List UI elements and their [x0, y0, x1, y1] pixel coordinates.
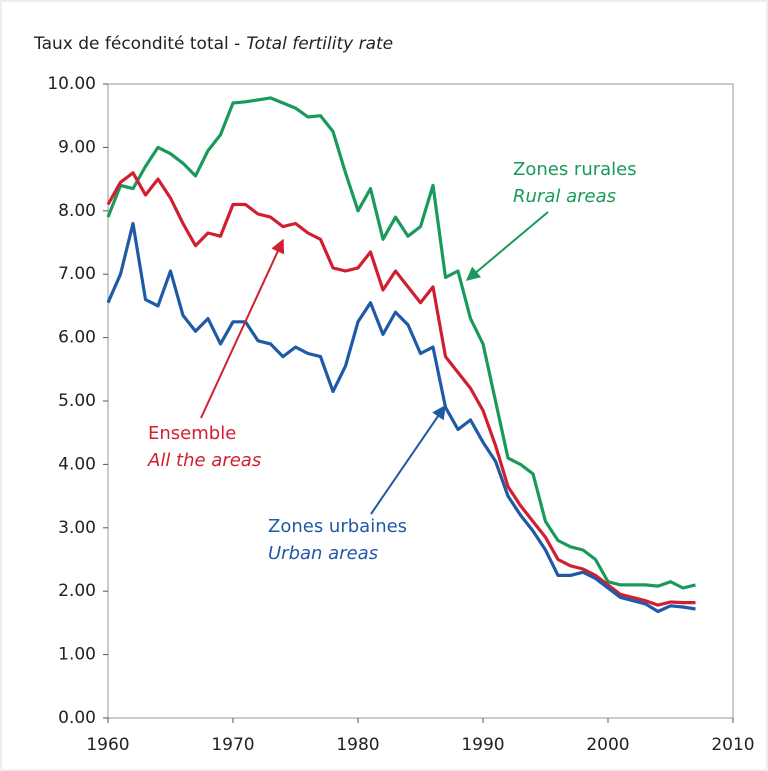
- y-tick-label: 6.00: [58, 328, 96, 348]
- chart-title: Taux de fécondité total - Total fertility…: [33, 34, 393, 54]
- y-tick-label: 3.00: [58, 518, 96, 538]
- legend-arrow: [200, 238, 285, 419]
- plot-area: [107, 83, 734, 719]
- series-line: [106, 221, 696, 614]
- legend-arrow: [370, 404, 446, 515]
- legend-label: Rural areas: [513, 186, 616, 207]
- y-tick-label: 5.00: [58, 391, 96, 411]
- y-tick-label: 10.00: [47, 74, 96, 94]
- x-tick-label: 1990: [461, 735, 504, 755]
- legend-label: All the areas: [147, 450, 261, 471]
- legend-label: Ensemble: [148, 423, 236, 444]
- x-tick-label: 1970: [211, 735, 254, 755]
- x-tick-label: 1980: [336, 735, 379, 755]
- y-tick-label: 0.00: [58, 708, 96, 728]
- series-line: [106, 96, 696, 590]
- y-tick-label: 4.00: [58, 454, 96, 474]
- y-tick-label: 1.00: [58, 645, 96, 665]
- series-line: [106, 171, 696, 607]
- legend-label: Urban areas: [268, 543, 378, 564]
- y-tick-label: 8.00: [58, 201, 96, 221]
- legend-label: Zones urbaines: [268, 516, 407, 537]
- y-tick-label: 2.00: [58, 581, 96, 601]
- y-tick-label: 9.00: [58, 137, 96, 157]
- x-tick-label: 2010: [711, 735, 754, 755]
- y-tick-label: 7.00: [58, 264, 96, 284]
- legend-label: Zones rurales: [513, 159, 637, 180]
- x-tick-label: 2000: [586, 735, 629, 755]
- legend-arrow: [465, 211, 549, 281]
- x-tick-label: 1960: [86, 735, 129, 755]
